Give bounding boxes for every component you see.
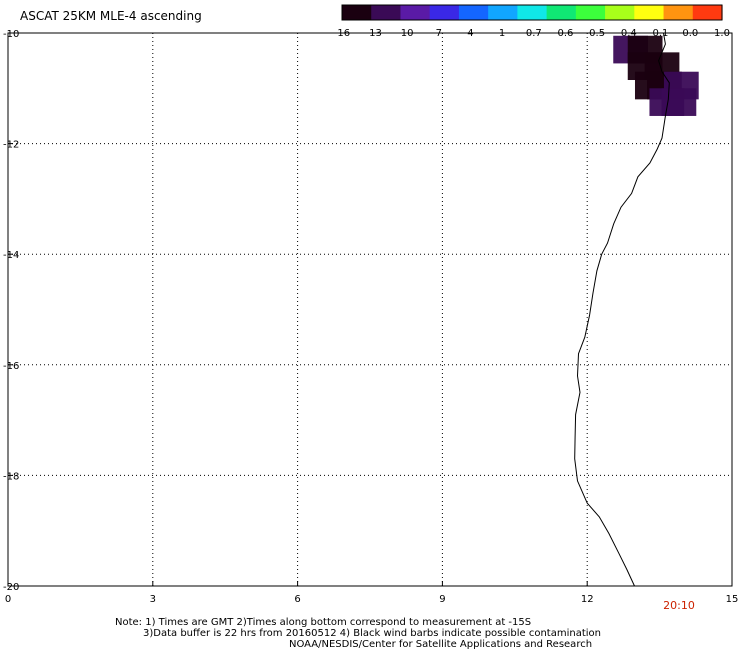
note-line-2: 3)Data buffer is 22 hrs from 20160512 4)…: [143, 628, 601, 639]
y-tick-label: -12: [3, 140, 19, 151]
map-title: ASCAT 25KM MLE-4 ascending: [20, 9, 202, 23]
x-axis-ticks: 0 3 6 9 12 15: [5, 581, 739, 605]
y-tick-label: -18: [3, 471, 19, 482]
y-tick-label: -20: [3, 582, 19, 593]
x-tick-label: 0: [5, 594, 11, 605]
x-tick-label: 12: [581, 594, 594, 605]
plot-frame: [7, 32, 733, 587]
note-line-1: Note: 1) Times are GMT 2)Times along bot…: [115, 617, 531, 628]
x-tick-label: 3: [150, 594, 156, 605]
y-tick-label: -10: [3, 29, 19, 40]
colorbar-frame: [341, 4, 723, 21]
data-cells: [613, 35, 699, 116]
y-tick-label: -14: [3, 250, 19, 261]
colorbar-swatch: [429, 5, 460, 20]
y-tick-label: -16: [3, 361, 19, 372]
colorbar-swatch: [342, 5, 372, 20]
x-tick-label: 6: [294, 594, 300, 605]
data-cell: [661, 88, 697, 116]
colorbar-swatch: [605, 5, 635, 20]
y-axis-ticks: -10 -12 -14 -16 -18 -20: [3, 29, 19, 593]
colorbar-swatch: [400, 5, 431, 20]
colorbar-swatch: [663, 5, 694, 20]
time-label: 20:10: [663, 599, 695, 612]
colorbar-swatch: [692, 5, 723, 20]
grid-lines: [8, 33, 732, 586]
colorbar-swatch: [546, 5, 577, 20]
colorbar-swatch: [458, 5, 489, 20]
colorbar-swatch: [371, 5, 402, 20]
colorbar-swatch: [575, 5, 606, 20]
note-line-3: NOAA/NESDIS/Center for Satellite Applica…: [289, 639, 592, 650]
x-tick-label: 9: [439, 594, 445, 605]
colorbar-swatch: [517, 5, 548, 20]
colorbar-swatch: [488, 5, 518, 20]
coastline: [574, 32, 670, 587]
colorbar: -16 -13 -10 -7 -4 -1 -0.7 -0.6 -0.5 -0.4 -0.1 0.0 1.…: [334, 4, 730, 39]
colorbar-swatch: [634, 5, 665, 20]
x-tick-label: 15: [726, 594, 739, 605]
